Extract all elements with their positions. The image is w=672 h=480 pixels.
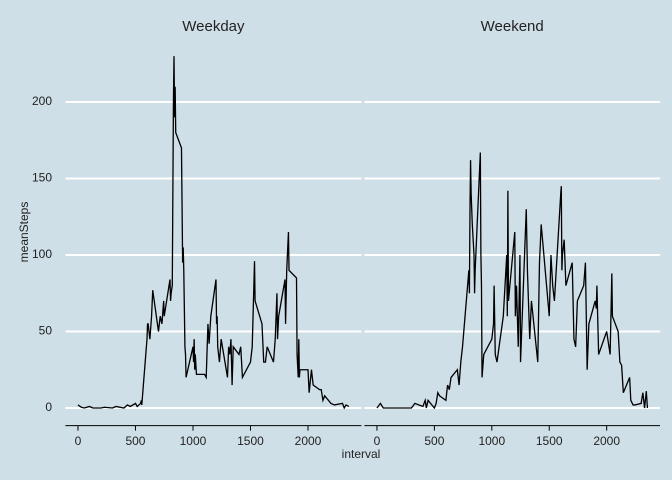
y-axis-label: meanSteps (17, 202, 31, 263)
line (376, 152, 649, 410)
x-tick-label: 1000 (180, 434, 207, 448)
x-tick-label: 2000 (593, 434, 620, 448)
y-tick-label: 100 (32, 247, 52, 261)
x-tick-label: 0 (374, 434, 381, 448)
x-tick-label: 500 (125, 434, 145, 448)
y-tick-label: 150 (32, 171, 52, 185)
y-tick-label: 0 (45, 400, 52, 414)
x-tick-label: 1500 (237, 434, 264, 448)
facet-title: Weekend (481, 18, 544, 35)
x-tick-label: 0 (75, 434, 82, 448)
x-tick-label: 500 (424, 434, 444, 448)
x-tick-label: 1000 (478, 434, 505, 448)
line (77, 56, 350, 410)
x-tick-label: 1500 (536, 434, 563, 448)
x-tick-label: 2000 (295, 434, 322, 448)
facet-title: Weekday (182, 18, 245, 35)
y-tick-label: 200 (32, 94, 52, 108)
x-axis-label: interval (342, 447, 381, 461)
y-tick-label: 50 (39, 324, 53, 338)
